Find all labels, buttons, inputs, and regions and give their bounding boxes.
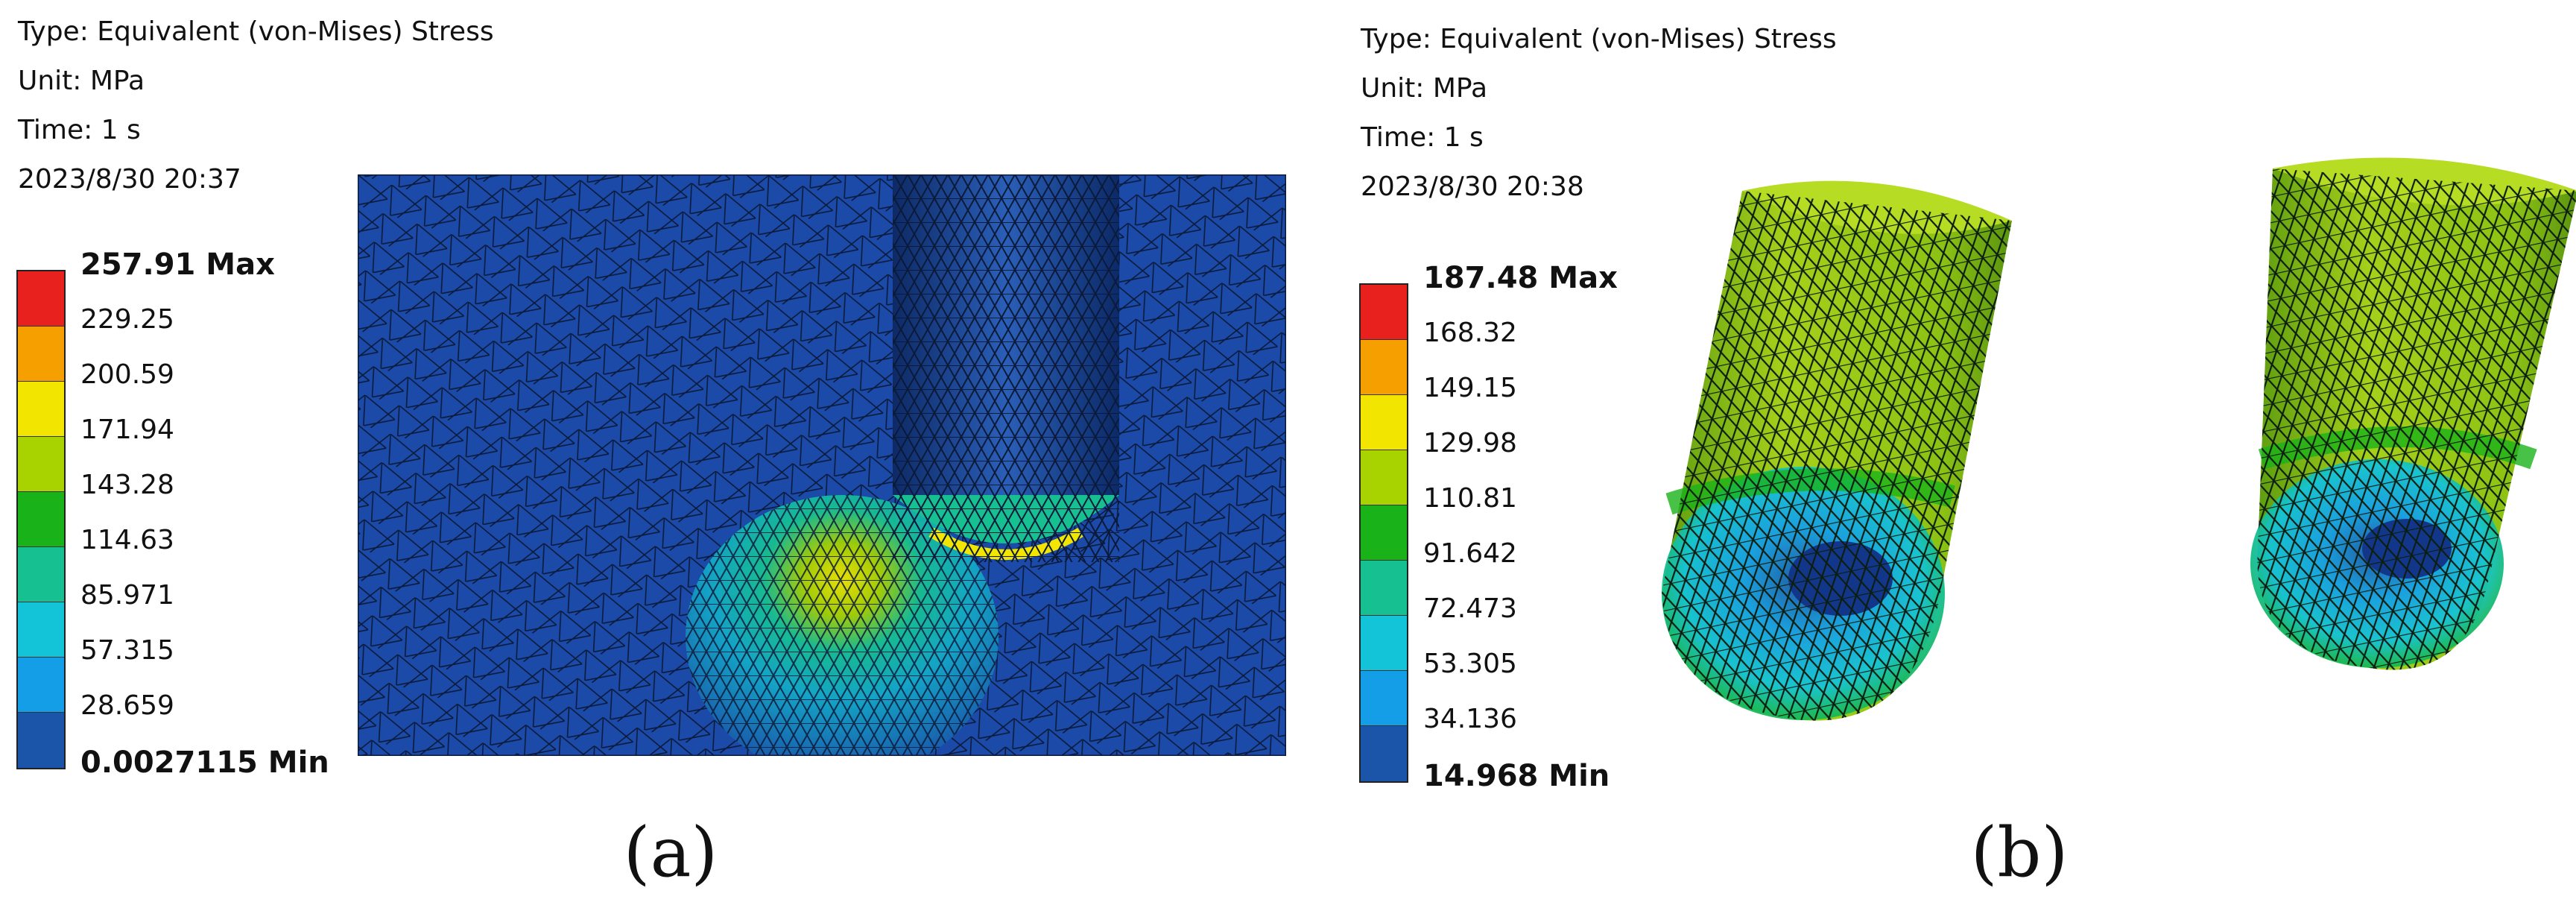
result-info: Type: Equivalent (von-Mises) Stress Unit… <box>18 7 494 204</box>
legend-label: 91.642 <box>1423 538 1517 569</box>
result-timestamp: 2023/8/30 20:38 <box>1361 171 1584 202</box>
legend-swatch <box>18 327 64 382</box>
legend-label: 28.659 <box>80 690 174 721</box>
legend-swatch <box>18 658 64 713</box>
legend-swatch <box>1361 726 1407 781</box>
legend-swatch <box>1361 671 1407 726</box>
legend-swatch <box>1361 450 1407 505</box>
legend-label: 129.98 <box>1423 428 1517 458</box>
result-type: Type: Equivalent (von-Mises) Stress <box>1361 24 1837 54</box>
legend-min-label: 14.968 Min <box>1423 759 1610 793</box>
result-unit: Unit: MPa <box>1361 73 1488 104</box>
pin-left <box>1662 180 2012 721</box>
legend-label: 85.971 <box>80 580 174 611</box>
legend-label: 34.136 <box>1423 704 1517 734</box>
legend-label: 53.305 <box>1423 649 1517 679</box>
hotspot-mesh-lines <box>686 495 999 756</box>
legend-max-label: 187.48 Max <box>1423 261 1618 295</box>
legend-min-label: 0.0027115 Min <box>80 745 329 780</box>
legend-swatch <box>18 547 64 602</box>
legend-label: 171.94 <box>80 414 174 445</box>
legend-label: 149.15 <box>1423 373 1517 403</box>
legend-label: 143.28 <box>80 470 174 500</box>
legend-swatch <box>18 437 64 492</box>
color-scale <box>1359 283 1408 783</box>
legend-swatch <box>1361 395 1407 450</box>
pin-right <box>2250 157 2576 670</box>
legend-label: 110.81 <box>1423 483 1517 514</box>
panel-caption: (b) <box>1970 813 2069 892</box>
result-timestamp: 2023/8/30 20:37 <box>18 164 241 195</box>
mesh-plot-b <box>1662 157 2576 721</box>
legend-label: 114.63 <box>80 525 174 555</box>
panel-caption: (a) <box>623 813 718 892</box>
result-time: Time: 1 s <box>1361 122 1484 153</box>
legend-label: 57.315 <box>80 635 174 666</box>
legend-swatch <box>18 271 64 327</box>
legend-swatch <box>1361 285 1407 340</box>
legend-swatch <box>1361 505 1407 561</box>
mesh-plot-a <box>358 174 1286 756</box>
legend-label: 168.32 <box>1423 318 1517 348</box>
color-scale <box>16 270 66 769</box>
legend-swatch <box>18 492 64 547</box>
legend-swatch <box>18 382 64 437</box>
panel-a: Type: Equivalent (von-Mises) Stress Unit… <box>0 0 1286 911</box>
legend-swatch <box>1361 616 1407 671</box>
legend-max-label: 257.91 Max <box>80 248 275 282</box>
result-info: Type: Equivalent (von-Mises) Stress Unit… <box>1361 15 1837 212</box>
legend-swatch <box>1361 340 1407 395</box>
legend-swatch <box>18 713 64 768</box>
result-type: Type: Equivalent (von-Mises) Stress <box>18 16 494 47</box>
legend-label: 200.59 <box>80 359 174 390</box>
shaft-mesh-lines <box>893 174 1119 562</box>
result-time: Time: 1 s <box>18 115 141 145</box>
result-unit: Unit: MPa <box>18 66 145 96</box>
legend-swatch <box>18 602 64 658</box>
legend-label: 72.473 <box>1423 593 1517 624</box>
panel-b: Type: Equivalent (von-Mises) Stress Unit… <box>1282 0 2576 911</box>
legend-label: 229.25 <box>80 304 174 335</box>
legend-swatch <box>1361 561 1407 616</box>
